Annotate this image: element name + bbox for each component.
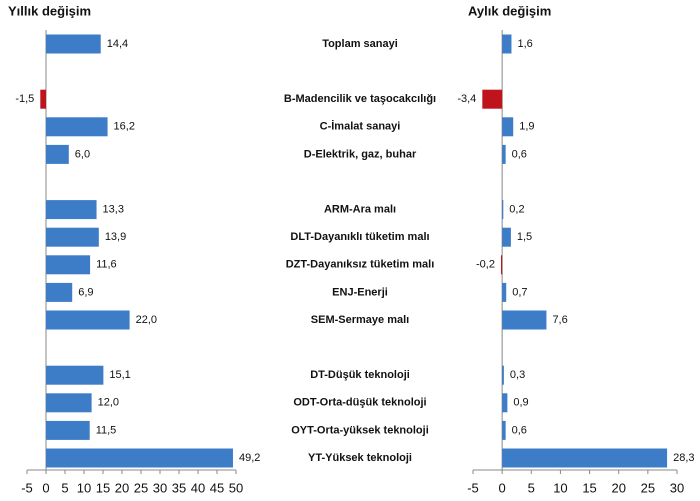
bar	[46, 117, 108, 137]
data-label: 0,2	[509, 204, 524, 216]
category-label: ODT-Orta-düşük teknoloji	[293, 397, 426, 409]
bar	[502, 365, 504, 385]
bar	[502, 144, 506, 164]
data-label: 0,3	[510, 369, 525, 381]
x-tick-label: 40	[191, 480, 205, 495]
category-label: DLT-Dayanıklı tüketim malı	[290, 231, 429, 243]
data-label: -0,2	[476, 259, 495, 271]
data-label: 11,5	[96, 424, 117, 436]
data-label: -3,4	[457, 93, 476, 105]
bar	[46, 144, 69, 164]
x-tick-label: 30	[670, 480, 684, 495]
data-label: 1,5	[517, 231, 532, 243]
chart-title: Yıllık değişim	[8, 3, 91, 18]
x-tick-label: 0	[499, 480, 506, 495]
data-label: 16,2	[114, 121, 135, 133]
data-label: 22,0	[136, 314, 157, 326]
bar	[46, 282, 73, 302]
data-label: 7,6	[552, 314, 567, 326]
bar	[502, 200, 504, 220]
category-label: DZT-Dayanıksız tüketim malı	[286, 259, 435, 271]
bar	[502, 448, 668, 468]
category-label: DT-Düşük teknoloji	[310, 369, 410, 381]
x-tick-label: 15	[96, 480, 110, 495]
bar	[46, 255, 91, 275]
category-label: ENJ-Enerji	[332, 286, 388, 298]
data-label: 0,9	[513, 397, 528, 409]
x-tick-label: 0	[42, 480, 49, 495]
data-label: 28,3	[673, 452, 694, 464]
data-label: 12,0	[98, 397, 119, 409]
data-label: 0,7	[512, 286, 527, 298]
data-label: 13,3	[103, 204, 124, 216]
data-label: -1,5	[15, 93, 34, 105]
x-tick-label: 25	[641, 480, 655, 495]
category-label: ARM-Ara malı	[324, 204, 396, 216]
data-label: 13,9	[105, 231, 126, 243]
category-label: SEM-Sermaye malı	[311, 314, 409, 326]
bar	[502, 227, 511, 247]
x-tick-label: -5	[467, 480, 479, 495]
category-label: Toplam sanayi	[322, 38, 398, 50]
data-label: 1,9	[519, 121, 534, 133]
bar	[500, 255, 503, 275]
x-tick-label: 30	[153, 480, 167, 495]
bar	[502, 282, 507, 302]
x-tick-label: -5	[21, 480, 33, 495]
category-label: B-Madencilik ve taşocakcılığı	[284, 93, 436, 105]
bar	[46, 420, 90, 440]
data-label: 6,9	[78, 286, 93, 298]
bar	[502, 420, 506, 440]
x-tick-label: 45	[210, 480, 224, 495]
data-label: 14,4	[107, 38, 128, 50]
bar	[502, 117, 514, 137]
data-label: 0,6	[512, 148, 527, 160]
x-tick-label: 10	[77, 480, 91, 495]
x-tick-label: 35	[172, 480, 186, 495]
bar	[40, 89, 46, 109]
x-tick-label: 20	[611, 480, 625, 495]
bar	[46, 310, 130, 330]
bar	[46, 365, 104, 385]
x-tick-label: 10	[553, 480, 567, 495]
chart-title: Aylık değişim	[468, 3, 551, 18]
x-tick-label: 15	[582, 480, 596, 495]
data-label: 1,6	[517, 38, 532, 50]
x-tick-label: 5	[528, 480, 535, 495]
bar	[46, 200, 97, 220]
bar	[46, 34, 101, 54]
x-tick-label: 20	[115, 480, 129, 495]
bar	[46, 448, 233, 468]
x-tick-label: 50	[229, 480, 243, 495]
data-label: 11,6	[96, 259, 117, 271]
category-label: OYT-Orta-yüksek teknoloji	[291, 424, 429, 436]
bar	[46, 393, 92, 413]
bar	[502, 34, 512, 54]
bar	[482, 89, 503, 109]
bar	[502, 393, 508, 413]
data-label: 49,2	[239, 452, 260, 464]
x-tick-label: 5	[61, 480, 68, 495]
x-tick-label: 25	[134, 480, 148, 495]
data-label: 0,6	[512, 424, 527, 436]
category-label: C-İmalat sanayi	[320, 120, 401, 133]
category-label: D-Elektrik, gaz, buhar	[304, 148, 417, 160]
data-label: 15,1	[109, 369, 130, 381]
data-label: 6,0	[75, 148, 90, 160]
bar	[46, 227, 99, 247]
bar	[502, 310, 547, 330]
category-label: YT-Yüksek teknoloji	[308, 452, 412, 464]
